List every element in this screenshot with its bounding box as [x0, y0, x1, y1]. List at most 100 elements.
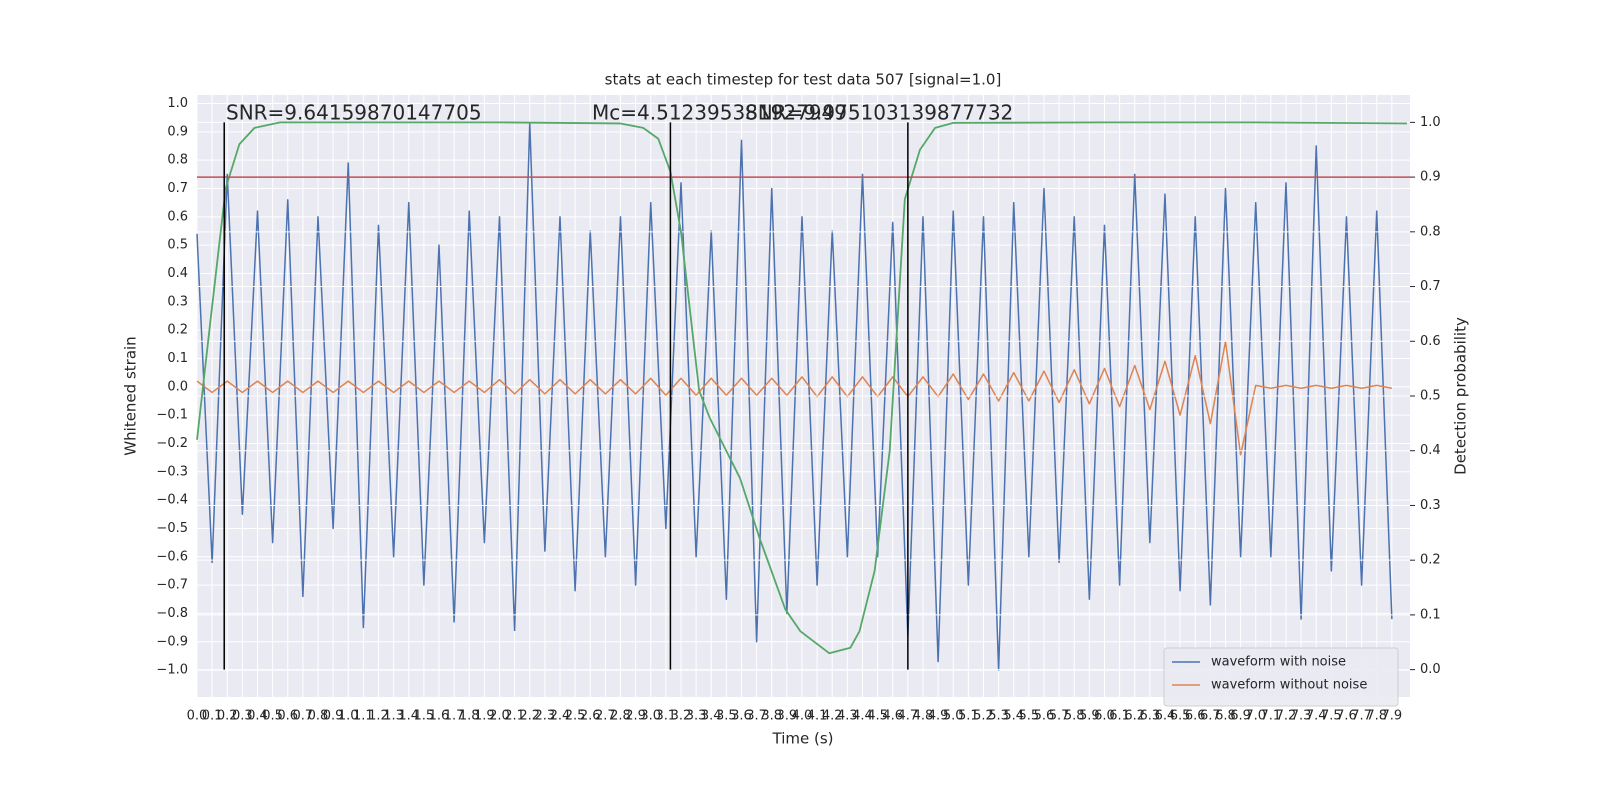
x-tick-label: 0.3	[232, 709, 253, 724]
y-tick-label: −0.3	[156, 464, 188, 479]
y2-tick-label: 0.5	[1420, 389, 1441, 404]
y2-axis-label: Detection probability	[1452, 317, 1470, 475]
chart-title: stats at each timestep for test data 507…	[605, 71, 1002, 89]
x-tick-label: 1.0	[338, 709, 359, 724]
y2-tick-label: 0.7	[1420, 279, 1441, 294]
x-tick-label: 0.4	[247, 709, 268, 724]
x-tick-label: 5.8	[1064, 709, 1085, 724]
x-tick-label: 7.4	[1306, 709, 1327, 724]
x-tick-label: 1.2	[368, 709, 389, 724]
x-tick-label: 7.2	[1276, 709, 1297, 724]
x-tick-label: 4.9	[928, 709, 949, 724]
x-tick-label: 5.0	[943, 709, 964, 724]
x-tick-label: 4.4	[852, 709, 873, 724]
x-tick-label: 5.6	[1034, 709, 1055, 724]
y-tick-label: −1.0	[156, 663, 188, 678]
y2-tick-label: 0.0	[1420, 662, 1441, 677]
x-tick-label: 7.7	[1351, 709, 1372, 724]
x-tick-label: 6.3	[1140, 709, 1161, 724]
x-tick-label: 0.8	[308, 709, 329, 724]
x-tick-label: 1.5	[414, 709, 435, 724]
x-tick-label: 1.8	[459, 709, 480, 724]
x-tick-label: 0.1	[202, 709, 223, 724]
x-tick-label: 0.0	[187, 709, 208, 724]
x-tick-label: 7.5	[1321, 709, 1342, 724]
x-tick-label: 5.9	[1079, 709, 1100, 724]
x-tick-label: 7.8	[1366, 709, 1387, 724]
x-tick-label: 4.1	[807, 709, 828, 724]
annotation: SNR=9.975103139877732	[745, 101, 1013, 125]
x-tick-label: 6.0	[1094, 709, 1115, 724]
x-tick-label: 7.9	[1382, 709, 1403, 724]
y2-tick-label: 0.8	[1420, 224, 1441, 239]
x-tick-label: 3.3	[686, 709, 707, 724]
x-tick-label: 3.2	[671, 709, 692, 724]
x-tick-label: 0.6	[277, 709, 298, 724]
y-tick-label: 0.0	[167, 379, 188, 394]
y2-tick-label: 0.3	[1420, 498, 1441, 513]
x-tick-label: 6.9	[1230, 709, 1251, 724]
y-tick-label: −0.6	[156, 549, 188, 564]
x-tick-label: 1.1	[353, 709, 374, 724]
x-tick-label: 6.4	[1155, 709, 1176, 724]
x-tick-label: 3.6	[731, 709, 752, 724]
x-tick-label: 6.2	[1124, 709, 1145, 724]
x-tick-label: 5.7	[1049, 709, 1070, 724]
y-tick-label: 0.9	[167, 124, 188, 139]
y-tick-label: 0.1	[167, 351, 188, 366]
x-tick-label: 2.8	[610, 709, 631, 724]
x-tick-label: 6.5	[1170, 709, 1191, 724]
x-tick-label: 4.2	[822, 709, 843, 724]
x-tick-label: 1.4	[398, 709, 419, 724]
y-tick-label: −0.4	[156, 493, 188, 508]
x-tick-label: 3.7	[746, 709, 767, 724]
x-tick-label: 4.7	[898, 709, 919, 724]
y2-tick-label: 1.0	[1420, 115, 1441, 130]
y-tick-label: 0.3	[167, 294, 188, 309]
y2-tick-label: 0.2	[1420, 553, 1441, 568]
y-tick-label: 1.0	[167, 96, 188, 111]
y-tick-label: 0.7	[167, 181, 188, 196]
y-tick-label: −0.8	[156, 606, 188, 621]
y-axis-label: Whitened strain	[122, 336, 140, 455]
legend-box	[1163, 647, 1399, 707]
y2-tick-label: 0.1	[1420, 607, 1441, 622]
y-tick-label: −0.1	[156, 408, 188, 423]
y2-tick-label: 0.4	[1420, 443, 1441, 458]
x-tick-label: 4.0	[792, 709, 813, 724]
x-tick-label: 3.0	[640, 709, 661, 724]
x-tick-label: 2.3	[535, 709, 556, 724]
x-tick-label: 0.9	[323, 709, 344, 724]
x-tick-label: 2.7	[595, 709, 616, 724]
series-line	[196, 122, 1393, 671]
x-tick-label: 0.7	[293, 709, 314, 724]
x-tick-label: 5.5	[1019, 709, 1040, 724]
x-tick-label: 2.2	[519, 709, 540, 724]
y2-tick-label: 0.6	[1420, 334, 1441, 349]
x-tick-label: 2.0	[489, 709, 510, 724]
x-tick-label: 6.6	[1185, 709, 1206, 724]
y2-tick-label: 0.9	[1420, 170, 1441, 185]
x-tick-label: 1.6	[429, 709, 450, 724]
x-tick-label: 2.4	[550, 709, 571, 724]
series-line	[196, 340, 1392, 456]
y-tick-label: 0.8	[167, 153, 188, 168]
legend-label: waveform without noise	[1211, 678, 1367, 693]
x-tick-label: 4.8	[913, 709, 934, 724]
x-tick-label: 4.6	[882, 709, 903, 724]
x-tick-label: 6.8	[1215, 709, 1236, 724]
x-tick-label: 1.3	[383, 709, 404, 724]
x-tick-label: 3.1	[656, 709, 677, 724]
x-tick-label: 3.9	[777, 709, 798, 724]
x-tick-label: 1.9	[474, 709, 495, 724]
x-tick-label: 2.5	[565, 709, 586, 724]
y-tick-label: −0.2	[156, 436, 188, 451]
y-tick-label: −0.7	[156, 578, 188, 593]
x-tick-label: 1.7	[444, 709, 465, 724]
x-tick-label: 6.7	[1200, 709, 1221, 724]
y-tick-label: 0.5	[167, 238, 188, 253]
legend-label: waveform with noise	[1211, 655, 1346, 670]
x-tick-label: 4.3	[837, 709, 858, 724]
x-tick-label: 5.2	[973, 709, 994, 724]
y-tick-label: 0.4	[167, 266, 188, 281]
